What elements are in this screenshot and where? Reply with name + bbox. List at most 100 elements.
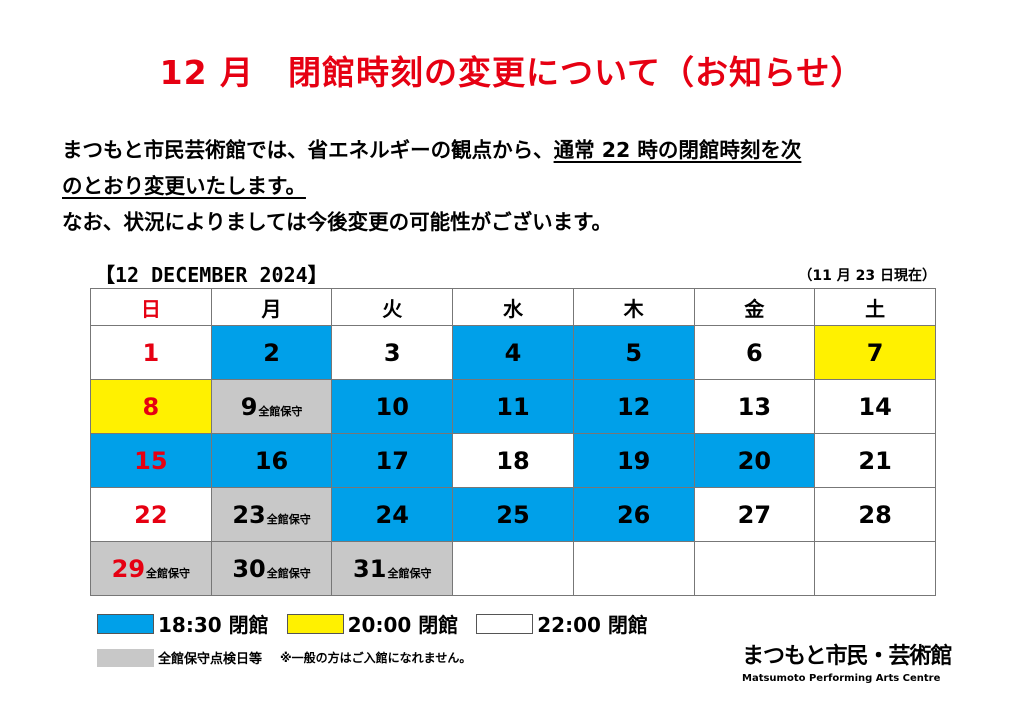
calendar-day-cell: 28	[814, 487, 936, 542]
legend-item-2200: 22:00 閉館	[476, 609, 648, 638]
yellow-swatch	[286, 613, 344, 634]
weekday-sat: 土	[814, 288, 936, 326]
calendar-day-cell: 7	[814, 325, 936, 380]
legend-item-1830: 18:30 閉館	[97, 609, 269, 638]
calendar-day-cell: 6	[693, 325, 816, 380]
day-number: 25	[496, 500, 530, 529]
calendar-day-cell: 20	[693, 433, 816, 488]
calendar-day-cell: 18	[452, 433, 574, 488]
notice-line-1: まつもと市民芸術館では、省エネルギーの観点から、通常 22 時の閉館時刻を次	[62, 132, 962, 168]
day-number: 14	[858, 392, 892, 421]
notice-line-2: のとおり変更いたします。	[62, 168, 962, 204]
calendar-week-row: 15 16 17 18 19 20 21	[90, 433, 936, 488]
calendar-week-row: 22 23全館保守 24 25 26 27 28	[90, 487, 936, 542]
maintenance-label: 全館保守	[258, 404, 303, 418]
legend-note: ※一般の方はご入館になれません。	[280, 651, 472, 665]
calendar-day-cell: 26	[572, 487, 695, 542]
calendar-day-cell: 3	[331, 325, 454, 380]
day-number: 12	[616, 392, 651, 421]
calendar-day-cell: 19	[572, 433, 695, 488]
calendar-day-cell: 5	[572, 325, 695, 380]
calendar-day-cell: 14	[814, 379, 936, 434]
calendar-empty-cell	[572, 541, 695, 596]
day-number: 30	[232, 554, 266, 583]
organization-name-jp: まつもと市民・芸術館	[742, 643, 953, 669]
day-number: 29	[111, 554, 146, 583]
calendar-day-cell: 21	[814, 433, 936, 488]
calendar-day-cell: 31全館保守	[331, 541, 454, 596]
weekday-wed: 水	[452, 288, 574, 326]
day-number: 31	[353, 554, 387, 583]
legend-label-2000: 20:00 閉館	[347, 613, 459, 637]
december-calendar: 日 月 火 水 木 金 土 1 2 3 4 5 6 7 8 9全館保守 10 11 12 13 14 15 1…	[90, 288, 936, 596]
weekday-mon: 月	[210, 288, 333, 326]
calendar-day-cell: 4	[452, 325, 574, 380]
day-number: 11	[496, 392, 530, 421]
calendar-day-cell: 2	[210, 325, 333, 380]
day-number: 4	[504, 338, 522, 367]
day-number: 6	[746, 338, 763, 367]
day-number: 9	[240, 392, 258, 421]
day-number: 24	[375, 500, 409, 529]
calendar-week-row: 1 2 3 4 5 6 7	[90, 325, 936, 380]
day-number: 22	[134, 500, 168, 529]
calendar-day-cell: 11	[452, 379, 574, 434]
white-swatch	[476, 613, 534, 634]
calendar-week-row: 8 9全館保守 10 11 12 13 14	[90, 379, 936, 434]
notice-line-3: なお、状況によりましては今後変更の可能性がございます。	[62, 210, 613, 234]
day-number: 3	[383, 338, 401, 367]
calendar-as-of-note: （11 月 23 日現在）	[798, 268, 936, 284]
calendar-body: 1 2 3 4 5 6 7 8 9全館保守 10 11 12 13 14 15 16 17 18 19 20 21 22 2…	[90, 325, 936, 596]
calendar-day-cell: 24	[331, 487, 454, 542]
legend-item-2000: 20:00 閉館	[286, 609, 459, 638]
calendar-day-cell: 16	[210, 433, 333, 488]
calendar-empty-cell	[693, 541, 816, 596]
day-number: 17	[375, 446, 409, 475]
legend-label-2200: 22:00 閉館	[537, 613, 648, 637]
day-number: 13	[737, 392, 772, 421]
day-number: 21	[858, 446, 892, 475]
day-number: 2	[263, 338, 280, 367]
day-number: 5	[625, 338, 643, 367]
legend-label-maintenance: 全館保守点検日等	[158, 652, 263, 667]
day-number: 15	[134, 446, 168, 475]
calendar-day-cell: 9全館保守	[210, 379, 333, 434]
weekday-header-row: 日 月 火 水 木 金 土	[90, 288, 936, 326]
maintenance-label: 全館保守	[266, 512, 311, 526]
day-number: 8	[142, 392, 160, 421]
calendar-empty-cell	[452, 541, 574, 596]
legend-closing-times: 18:30 閉館 20:00 閉館 22:00 閉館	[97, 609, 666, 638]
calendar-day-cell: 27	[693, 487, 816, 542]
legend-maintenance: 全館保守点検日等 ※一般の方はご入館になれません。	[97, 648, 471, 667]
calendar-day-cell: 10	[331, 379, 454, 434]
notice-line-1a: まつもと市民芸術館では、省エネルギーの観点から、	[62, 138, 554, 162]
gray-swatch	[97, 648, 154, 667]
day-number: 26	[616, 500, 651, 529]
day-number: 19	[616, 446, 651, 475]
day-number: 18	[496, 446, 530, 475]
notice-line-1b: 通常 22 時の閉館時刻を次	[553, 138, 802, 162]
calendar-day-cell: 17	[331, 433, 454, 488]
day-number: 7	[866, 338, 884, 367]
day-number: 23	[232, 500, 266, 529]
calendar-day-cell: 8	[90, 379, 212, 434]
organization-name-en: Matsumoto Performing Arts Centre	[742, 673, 941, 684]
calendar-day-cell: 15	[90, 433, 212, 488]
calendar-label: 【12 DECEMBER 2024】	[95, 263, 328, 287]
calendar-empty-cell	[814, 541, 936, 596]
calendar-day-cell: 22	[90, 487, 212, 542]
calendar-day-cell: 30全館保守	[210, 541, 333, 596]
calendar-day-cell: 29全館保守	[90, 541, 212, 596]
weekday-fri: 金	[693, 288, 816, 326]
day-number: 16	[254, 446, 289, 475]
day-number: 1	[142, 338, 160, 367]
blue-swatch	[97, 613, 154, 634]
page-title: 12 月 閉館時刻の変更について（お知らせ）	[159, 53, 865, 92]
notice-line-2-text: のとおり変更いたします。	[62, 174, 306, 198]
calendar-day-cell: 13	[693, 379, 816, 434]
weekday-sun: 日	[90, 288, 212, 326]
day-number: 20	[737, 446, 772, 475]
maintenance-label: 全館保守	[387, 566, 432, 580]
maintenance-label: 全館保守	[266, 566, 311, 580]
organization-logo: まつもと市民・芸術館 Matsumoto Performing Arts Cen…	[742, 638, 953, 684]
